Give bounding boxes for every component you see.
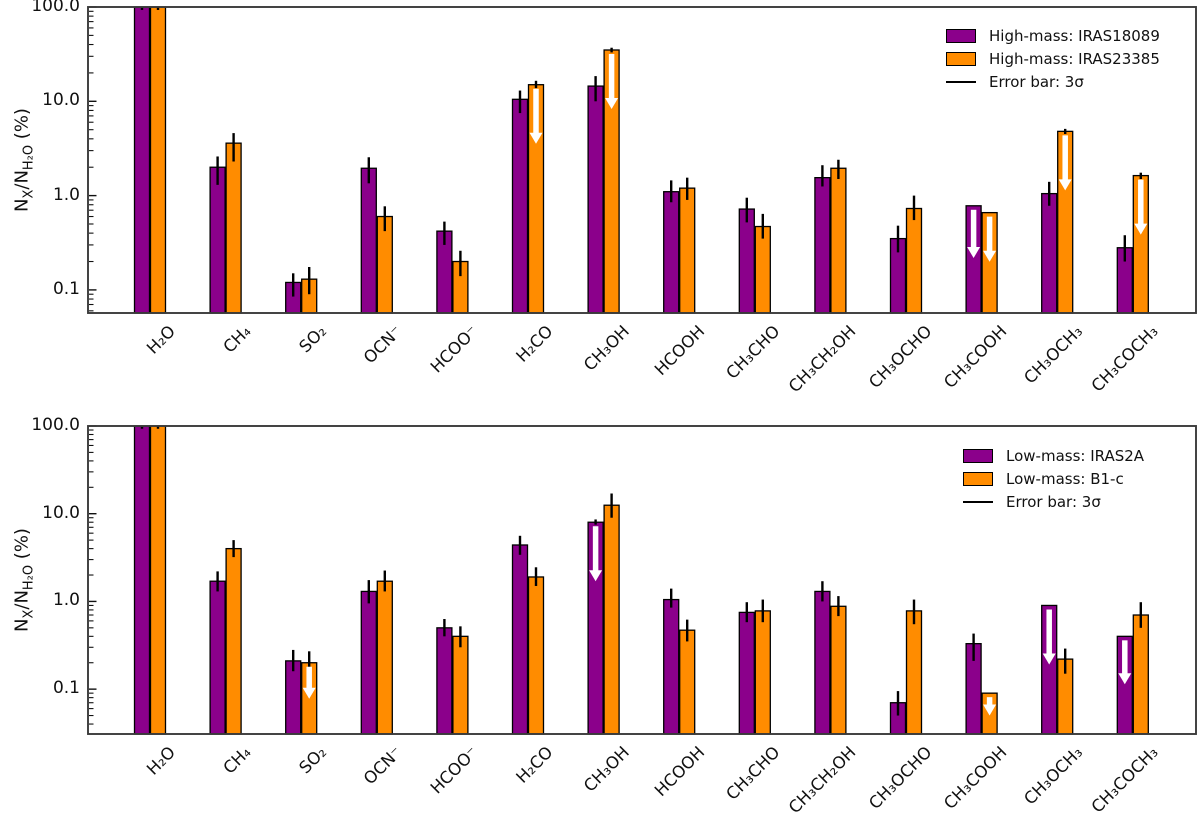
upper-limit-arrow-head [983, 704, 997, 716]
upper-limit-arrow-head [1058, 179, 1072, 191]
bar [209, 166, 226, 314]
y-tick-label: 1.0 [52, 184, 80, 205]
legend-errorbar-line [963, 500, 993, 503]
bar [905, 610, 923, 735]
bar [738, 208, 755, 314]
bar [663, 598, 680, 735]
bar [225, 142, 242, 314]
legend-item: Error bar: 3σ [963, 490, 1144, 513]
legend-label: Low-mass: IRAS2A [1006, 446, 1145, 465]
bar [830, 605, 847, 735]
y-tick-label: 100.0 [31, 0, 80, 17]
bar [905, 207, 923, 314]
legend-item: Low-mass: IRAS2A [963, 444, 1144, 467]
bar [452, 635, 469, 735]
upper-limit-arrow-head [1118, 673, 1132, 685]
legend-item: High-mass: IRAS23385 [946, 47, 1160, 70]
legend-item: Error bar: 3σ [946, 70, 1160, 93]
legend-item: Low-mass: B1-c [963, 467, 1144, 490]
upper-limit-arrow-head [1134, 223, 1148, 235]
legend-top: High-mass: IRAS18089 High-mass: IRAS2338… [946, 24, 1160, 93]
bar [436, 627, 453, 735]
bar [511, 98, 529, 314]
legend-label: High-mass: IRAS18089 [989, 26, 1160, 45]
bar [830, 167, 847, 314]
legend-bottom: Low-mass: IRAS2A Low-mass: B1-c Error ba… [963, 444, 1144, 513]
legend-swatch-orange [963, 471, 993, 486]
bar [738, 611, 755, 735]
y-tick-label: 1.0 [52, 590, 80, 611]
bar [679, 629, 696, 735]
y-tick-label: 0.1 [52, 678, 80, 699]
upper-limit-arrow-head [605, 97, 619, 109]
bar [360, 167, 377, 314]
upper-limit-arrow-head [983, 250, 997, 262]
legend-swatch-orange [946, 51, 976, 66]
legend-label: Error bar: 3σ [989, 72, 1084, 91]
legend-label: Low-mass: B1-c [1006, 469, 1124, 488]
y-tick-label: 0.1 [52, 279, 80, 300]
y-tick-label: 10.0 [42, 90, 80, 111]
legend-label: High-mass: IRAS23385 [989, 49, 1160, 68]
bar [149, 425, 167, 735]
y-tick-label: 10.0 [42, 502, 80, 523]
legend-item: High-mass: IRAS18089 [946, 24, 1160, 47]
bar [133, 6, 151, 314]
upper-limit-arrow-head [529, 132, 543, 144]
bar [1132, 614, 1149, 735]
legend-errorbar-line [946, 80, 976, 83]
bar [511, 544, 529, 735]
legend-label: Error bar: 3σ [1006, 492, 1101, 511]
axis-frame [87, 425, 1197, 735]
bar [663, 191, 680, 314]
bar [1041, 192, 1058, 314]
axis-frame [87, 6, 1197, 314]
upper-limit-arrow-head [967, 247, 981, 259]
bar [133, 425, 151, 735]
bar [209, 580, 226, 735]
bar [814, 177, 831, 314]
bar [679, 187, 696, 314]
bar [587, 85, 604, 314]
bar [754, 610, 771, 735]
bar [225, 547, 242, 735]
upper-limit-arrow-head [589, 570, 603, 582]
bar [603, 504, 620, 735]
y-axis-label-bottom: NX/NH₂O (%) [11, 528, 37, 632]
upper-limit-arrow-head [1042, 653, 1056, 665]
legend-swatch-purple [946, 28, 976, 43]
bar [527, 576, 545, 735]
bar [149, 6, 167, 314]
y-tick-label: 100.0 [31, 415, 80, 436]
bar [285, 660, 302, 735]
bar [814, 590, 831, 735]
upper-limit-arrow-head [302, 687, 316, 699]
bar [360, 590, 377, 735]
legend-swatch-purple [963, 448, 993, 463]
bar [754, 225, 771, 314]
bar [376, 580, 393, 735]
